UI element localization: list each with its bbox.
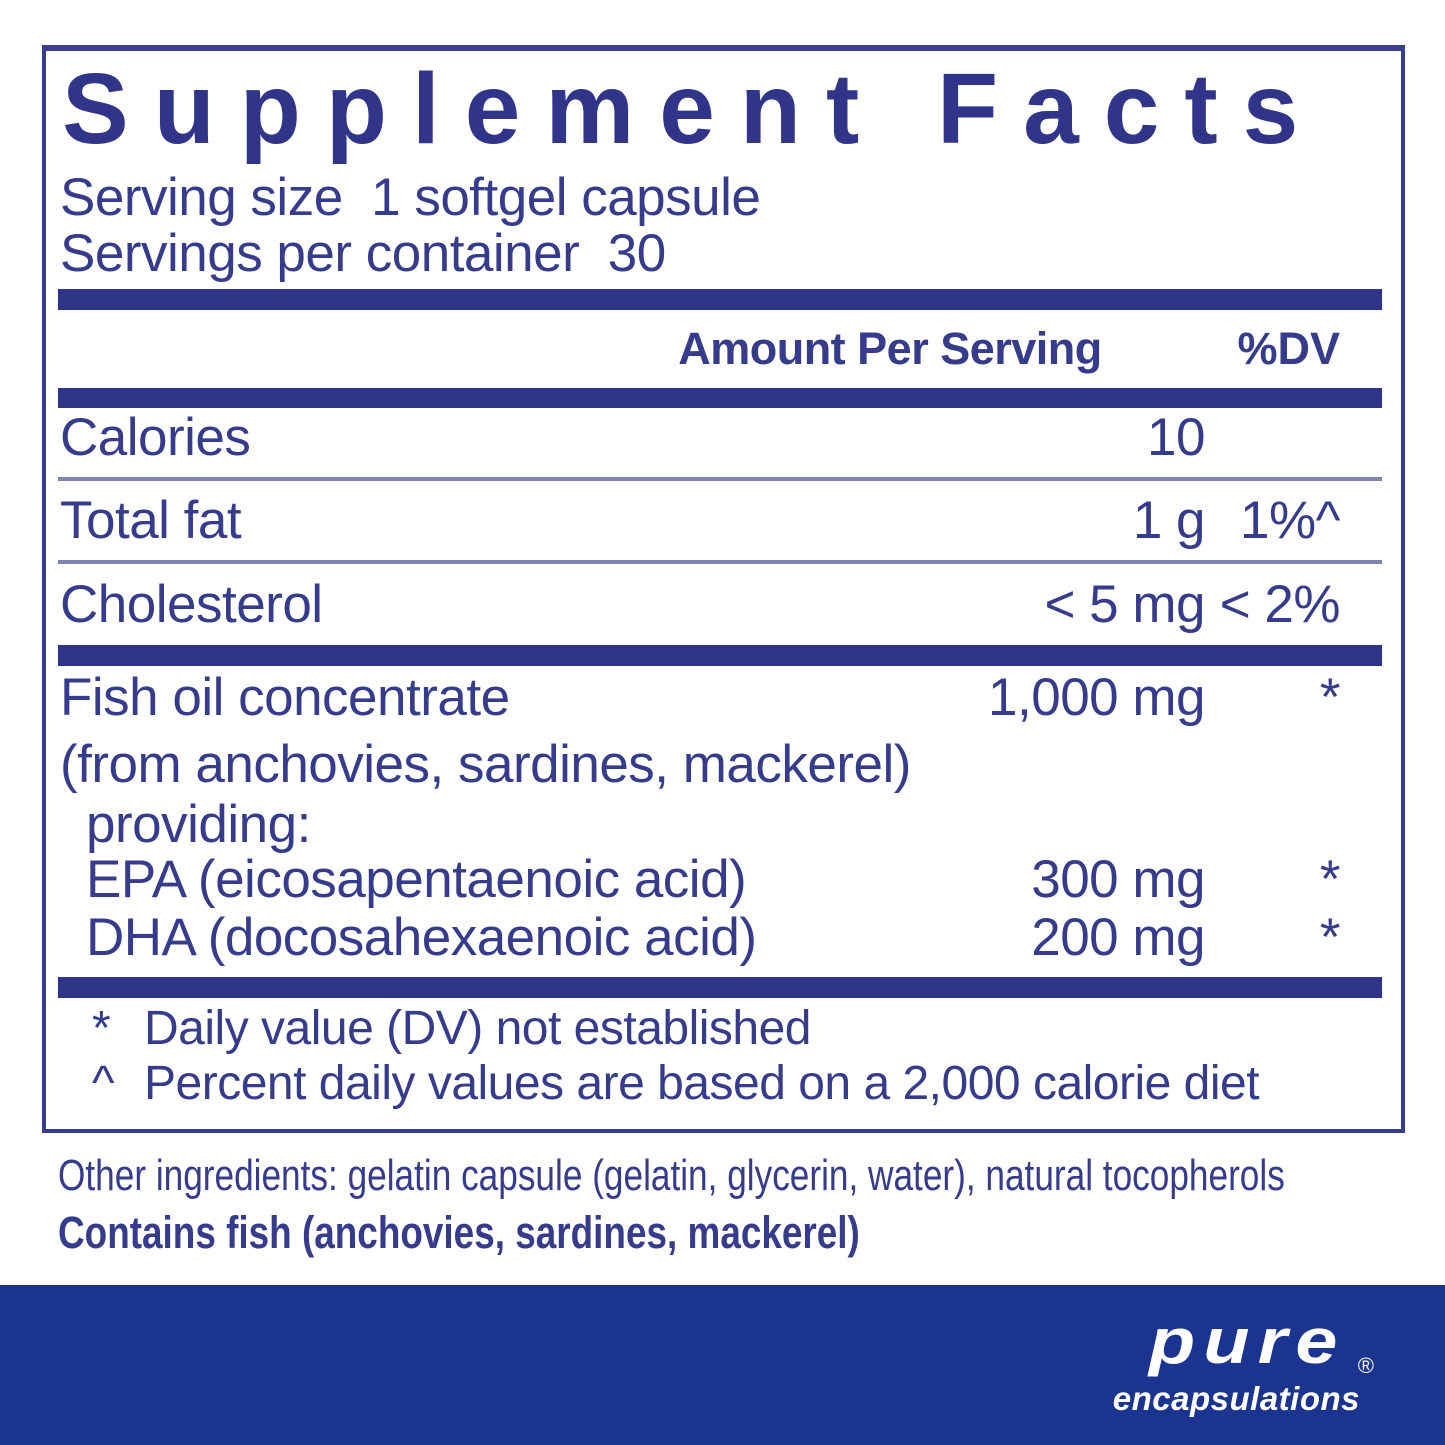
row-amount: 1 g — [1132, 491, 1206, 550]
row-name: Calories — [60, 408, 251, 467]
table-row-calories: Calories 10 — [60, 408, 1340, 469]
serving-size-line: Serving size 1 softgel capsule — [60, 168, 761, 227]
row-dv: < 2% — [1219, 575, 1341, 634]
row-name: DHA (docosahexaenoic acid) — [86, 908, 757, 967]
row-amount: 200 mg — [1031, 908, 1205, 967]
thick-divider-below-header — [58, 388, 1382, 408]
row-amount: 300 mg — [1031, 850, 1205, 909]
supplement-facts-panel: Supplement Facts Serving size 1 softgel … — [42, 45, 1405, 1133]
row-amount: < 5 mg — [1044, 575, 1205, 634]
allergen-contains-statement: Contains fish (anchovies, sardines, mack… — [58, 1207, 860, 1258]
row-name: providing: — [86, 795, 311, 854]
thin-divider — [58, 477, 1382, 481]
servings-per-container-line: Servings per container 30 — [60, 224, 666, 283]
pure-encapsulations-logo: pure encapsulations ® — [1112, 1305, 1374, 1417]
row-name: Total fat — [60, 491, 242, 550]
column-header-percent-dv: %DV — [1237, 323, 1340, 374]
registered-trademark-icon: ® — [1357, 1353, 1374, 1378]
table-row-cholesterol: Cholesterol < 5 mg < 2% — [60, 575, 1341, 636]
other-ingredients-statement: Other ingredients: gelatin capsule (gela… — [58, 1151, 1285, 1200]
table-row-fish-oil-source: (from anchovies, sardines, mackerel) — [60, 735, 1340, 796]
row-dv: * — [1319, 908, 1341, 967]
brand-footer-bar: pure encapsulations ® — [0, 1285, 1445, 1445]
row-name: EPA (eicosapentaenoic acid) — [86, 850, 747, 909]
row-dv: * — [1319, 668, 1341, 727]
footnote-text: Percent daily values are based on a 2,00… — [144, 1057, 1260, 1110]
row-name: Fish oil concentrate — [60, 668, 510, 727]
row-name: (from anchovies, sardines, mackerel) — [60, 735, 911, 794]
row-amount: 1,000 mg — [988, 668, 1205, 727]
table-row-epa: EPA (eicosapentaenoic acid) 300 mg * — [60, 850, 1341, 911]
table-row-fish-oil-concentrate: Fish oil concentrate 1,000 mg * — [60, 668, 1341, 729]
table-row-dha: DHA (docosahexaenoic acid) 200 mg * — [60, 908, 1341, 969]
footnote-symbol: * — [92, 1002, 111, 1055]
thin-divider — [58, 560, 1382, 564]
row-name: Cholesterol — [60, 575, 323, 634]
table-row-total-fat: Total fat 1 g 1%^ — [60, 491, 1341, 552]
table-row-providing: providing: — [60, 795, 1340, 856]
row-amount: 10 — [1147, 408, 1205, 467]
column-header-amount-per-serving: Amount Per Serving — [678, 323, 1102, 374]
thick-divider-middle — [58, 645, 1382, 666]
footnote-percent-daily-values: ^ Percent daily values are based on a 2,… — [92, 1057, 1340, 1111]
thick-divider-top — [58, 289, 1382, 310]
footnote-symbol: ^ — [92, 1057, 115, 1110]
logo-wordmark-pure: pure — [1149, 1305, 1346, 1377]
logo-wordmark-encapsulations: encapsulations — [1112, 1380, 1360, 1417]
row-dv: * — [1319, 850, 1341, 909]
thick-divider-bottom — [58, 977, 1382, 998]
row-dv: 1%^ — [1240, 491, 1340, 550]
panel-title: Supplement Facts — [62, 53, 1324, 165]
footnote-daily-value: * Daily value (DV) not established — [92, 1002, 1340, 1056]
table-header-row: Amount Per Serving %DV — [46, 323, 1401, 383]
footnote-text: Daily value (DV) not established — [144, 1002, 812, 1055]
